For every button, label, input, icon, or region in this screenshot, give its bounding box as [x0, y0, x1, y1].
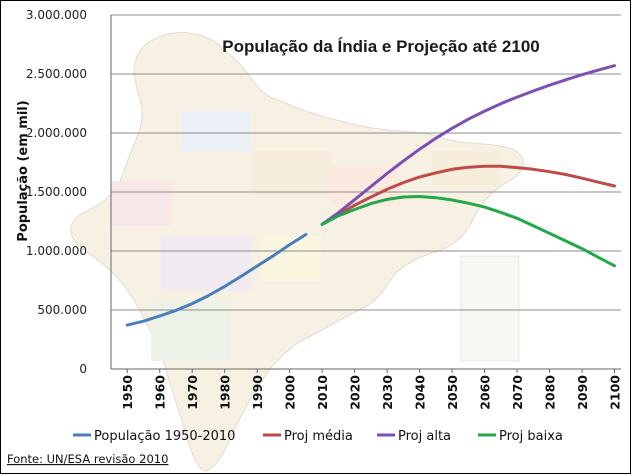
x-tick-labels: 1950 1960 1970 1980 1990 2000 2010 2020 2030 2040… — [120, 369, 623, 410]
y-tick-label: 1.500.000 — [26, 185, 87, 199]
x-tick-label: 2040 — [413, 375, 428, 410]
legend-label: Proj alta — [398, 429, 451, 444]
legend-label: População 1950-2010 — [94, 429, 235, 444]
x-tick-label: 2060 — [478, 375, 493, 410]
series-line-proj-baixa — [320, 195, 616, 268]
legend-label: Proj média — [284, 429, 353, 444]
x-tick-label: 1990 — [250, 375, 265, 410]
x-tick-label: 2080 — [543, 375, 558, 410]
x-tick-label: 1950 — [120, 375, 135, 410]
legend: População 1950-2010 Proj média Proj alta Pr… — [73, 429, 563, 444]
x-tick-label: 2000 — [283, 375, 298, 410]
gridlines — [111, 14, 621, 370]
series-line-popula-o-1950-2010 — [125, 233, 308, 327]
y-tick-label: 500.000 — [37, 303, 87, 317]
x-tick-label: 2090 — [575, 375, 590, 410]
x-tick-label: 1960 — [153, 375, 168, 410]
source-note: Fonte: UN/ESA revisão 2010 — [7, 452, 168, 466]
legend-label: Proj baixa — [499, 429, 563, 444]
x-tick-label: 2020 — [348, 375, 363, 410]
y-tick-label: 3.000.000 — [26, 8, 87, 22]
y-tick-label: 2.000.000 — [26, 126, 87, 140]
series-line-proj-alta — [320, 64, 616, 226]
x-tick-label: 2050 — [445, 375, 460, 410]
chart-title: População da Índia e Projeção até 2100 — [222, 37, 539, 56]
axes — [110, 15, 621, 370]
y-tick-label: 1.000.000 — [26, 244, 87, 258]
y-axis-label: População (em mil) — [16, 100, 31, 241]
series-lines — [125, 64, 616, 327]
y-tick-label: 0 — [79, 362, 87, 376]
x-tick-label: 2100 — [608, 375, 623, 410]
india-map-background — [70, 32, 524, 472]
x-tick-label: 2010 — [315, 375, 330, 410]
y-tick-label: 2.500.000 — [26, 67, 87, 81]
x-tick-label: 2070 — [510, 375, 525, 410]
series-line-proj-m-dia — [320, 164, 616, 226]
y-tick-labels: 0 500.000 1.000.000 1.500.000 2.000.000 2.500… — [26, 8, 87, 376]
x-tick-label: 1970 — [185, 375, 200, 410]
x-tick-label: 1980 — [218, 375, 233, 410]
x-tick-label: 2030 — [380, 375, 395, 410]
